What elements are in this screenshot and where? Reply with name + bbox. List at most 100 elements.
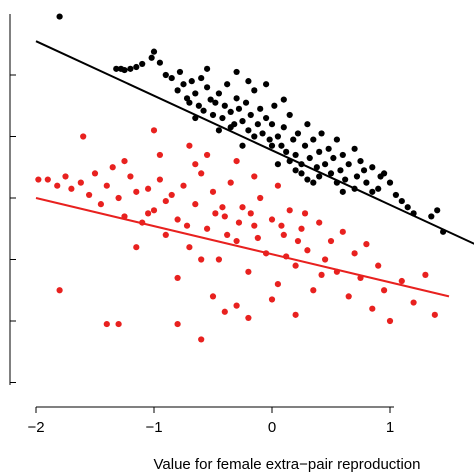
- data-point: [195, 102, 202, 109]
- data-point: [198, 256, 205, 263]
- data-point: [398, 277, 405, 285]
- data-point: [109, 164, 116, 171]
- data-point: [103, 320, 110, 328]
- series-layer: [35, 13, 474, 343]
- data-point: [242, 99, 250, 106]
- data-point: [80, 133, 87, 140]
- data-point: [322, 256, 329, 263]
- data-point: [386, 317, 394, 325]
- data-point: [251, 222, 258, 229]
- data-point: [268, 142, 276, 149]
- data-point: [313, 164, 320, 171]
- data-point: [301, 142, 309, 149]
- data-point: [219, 114, 226, 122]
- data-point: [233, 302, 240, 309]
- data-point: [174, 87, 181, 94]
- data-point: [318, 130, 325, 137]
- data-point: [292, 262, 299, 269]
- x-axis-title: Value for female extra−pair reproduction: [154, 456, 421, 473]
- regression-line: [35, 40, 474, 245]
- data-point: [263, 81, 270, 88]
- data-point: [192, 161, 199, 168]
- data-point: [145, 185, 152, 192]
- x-tick-label: 0: [268, 419, 276, 436]
- data-point: [351, 250, 358, 257]
- data-point: [280, 124, 287, 131]
- data-point: [91, 170, 99, 177]
- data-point: [221, 308, 228, 315]
- data-point: [353, 173, 361, 180]
- data-point: [239, 204, 246, 211]
- data-point: [278, 142, 285, 149]
- data-point: [233, 68, 240, 76]
- data-point: [251, 133, 258, 140]
- data-point: [283, 148, 290, 155]
- regression-line: [35, 197, 450, 298]
- data-point: [168, 74, 175, 82]
- data-point: [351, 145, 358, 152]
- data-point: [198, 336, 205, 343]
- data-point: [150, 207, 158, 214]
- data-point: [392, 191, 399, 199]
- data-point: [97, 201, 104, 208]
- data-point: [357, 158, 364, 165]
- data-point: [404, 204, 411, 211]
- data-point: [139, 60, 146, 68]
- data-point: [162, 71, 169, 79]
- data-point: [369, 164, 376, 171]
- data-point: [156, 59, 163, 66]
- data-point: [247, 210, 254, 217]
- data-point: [316, 148, 323, 155]
- data-point: [209, 188, 217, 195]
- data-point: [209, 293, 217, 300]
- data-point: [375, 185, 382, 192]
- data-point: [410, 299, 417, 306]
- data-point: [145, 210, 152, 217]
- data-point: [292, 311, 299, 318]
- data-point: [86, 191, 93, 199]
- data-point: [360, 167, 368, 174]
- data-point: [306, 154, 313, 162]
- data-point: [431, 311, 438, 318]
- data-point: [271, 102, 278, 109]
- data-point: [268, 216, 276, 223]
- data-point: [233, 95, 240, 102]
- data-point: [274, 182, 281, 189]
- data-point: [298, 225, 305, 232]
- data-point: [133, 63, 140, 71]
- x-tick-label: −2: [27, 419, 44, 436]
- data-point: [162, 231, 169, 238]
- data-point: [68, 185, 75, 192]
- data-point: [227, 179, 234, 186]
- data-point: [174, 216, 181, 223]
- data-point: [207, 96, 214, 103]
- data-point: [156, 151, 163, 159]
- data-point: [133, 188, 140, 195]
- data-point: [233, 237, 240, 245]
- data-point: [192, 201, 199, 208]
- data-point: [363, 179, 370, 186]
- data-point: [204, 151, 211, 159]
- data-point: [274, 161, 281, 168]
- data-point: [186, 244, 193, 251]
- data-point: [304, 121, 311, 128]
- data-point: [327, 170, 335, 177]
- data-point: [274, 281, 281, 288]
- data-point: [310, 136, 317, 143]
- data-point: [56, 287, 63, 294]
- data-point: [245, 127, 252, 134]
- data-point: [363, 241, 370, 248]
- x-tick-label: 1: [386, 419, 394, 436]
- data-point: [115, 194, 122, 202]
- data-point: [310, 179, 317, 186]
- data-point: [127, 173, 134, 180]
- data-point: [345, 293, 352, 300]
- data-point: [316, 173, 323, 180]
- data-point: [227, 108, 234, 115]
- data-point: [245, 268, 252, 275]
- data-point: [162, 197, 169, 205]
- data-point: [174, 274, 181, 282]
- data-point: [200, 107, 207, 114]
- data-point: [257, 194, 264, 202]
